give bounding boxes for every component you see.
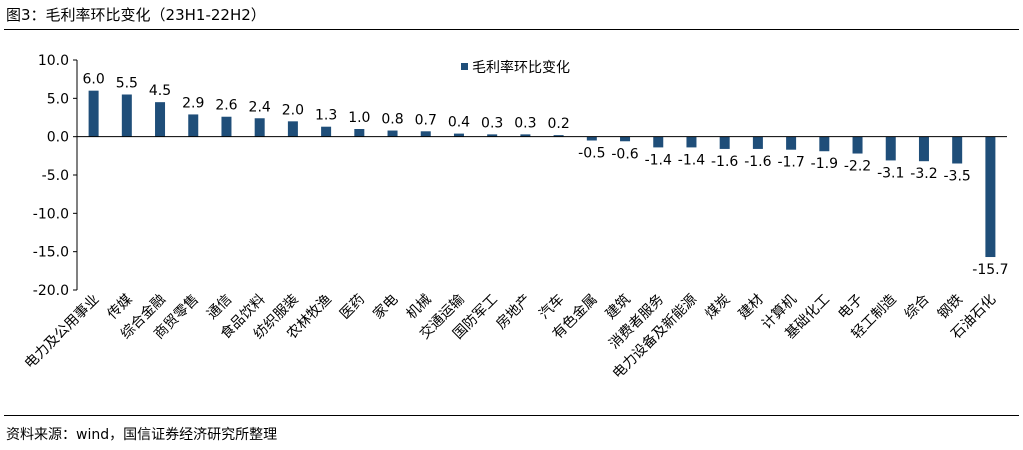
data-label: 0.7 bbox=[415, 112, 437, 128]
data-label: -3.1 bbox=[877, 165, 904, 181]
data-label: -3.2 bbox=[910, 166, 937, 182]
y-tick-label: -10.0 bbox=[33, 206, 69, 222]
bar bbox=[686, 136, 697, 148]
data-label: 0.3 bbox=[514, 115, 536, 131]
bar-chart: 10.0 5.0 0.0 -5.0 -10.0 -15.0 -20.0 6.0 5.5 4.5 2… bbox=[22, 53, 1009, 382]
y-tick-label: 10.0 bbox=[38, 53, 69, 69]
data-label: -2.2 bbox=[844, 159, 871, 175]
y-tick-label: -5.0 bbox=[42, 168, 69, 184]
source-note: 资料来源：wind，国信证券经济研究所整理 bbox=[6, 427, 278, 443]
data-label: 0.2 bbox=[547, 116, 569, 132]
y-tick-label: -20.0 bbox=[33, 283, 69, 299]
bar bbox=[520, 134, 531, 137]
bar bbox=[553, 135, 564, 137]
bar bbox=[188, 114, 199, 137]
data-label: -3.5 bbox=[944, 169, 971, 185]
bar bbox=[620, 136, 631, 142]
y-tick-label: 0.0 bbox=[47, 130, 69, 146]
bar bbox=[752, 136, 763, 149]
data-label: 2.9 bbox=[182, 95, 204, 111]
top-rule bbox=[4, 29, 1019, 30]
data-label: -1.6 bbox=[711, 154, 738, 170]
bar bbox=[287, 121, 298, 137]
data-label: -0.5 bbox=[578, 146, 605, 162]
bar bbox=[155, 102, 166, 137]
bar bbox=[88, 90, 99, 137]
bar bbox=[985, 136, 996, 258]
data-label: 2.0 bbox=[282, 102, 304, 118]
figure-title: 图3：毛利率环比变化（23H1-22H2） bbox=[6, 6, 266, 24]
bar bbox=[719, 136, 730, 149]
bar bbox=[918, 136, 929, 162]
legend-swatch bbox=[461, 63, 468, 70]
bar bbox=[387, 130, 398, 137]
bar bbox=[852, 136, 863, 154]
bar bbox=[586, 136, 597, 141]
data-label: -0.6 bbox=[611, 146, 638, 162]
bar bbox=[786, 136, 797, 150]
bar bbox=[254, 118, 265, 137]
data-label: -1.6 bbox=[744, 154, 771, 170]
value-labels: 6.0 5.5 4.5 2.9 2.6 2.4 2.0 1.3 1.0 0.8 0.7 0.4 0.3 0… bbox=[82, 72, 1008, 278]
bar bbox=[952, 136, 963, 164]
y-tick-label: 5.0 bbox=[47, 91, 69, 107]
bar bbox=[121, 94, 132, 137]
data-label: 5.5 bbox=[116, 76, 138, 92]
x-tick-label: 电力及公用事业 bbox=[22, 292, 103, 373]
bar bbox=[321, 126, 332, 137]
data-label: 4.5 bbox=[149, 83, 171, 99]
data-label: 0.3 bbox=[481, 115, 503, 131]
x-tick-label: 医药 bbox=[337, 292, 368, 323]
bar bbox=[354, 129, 365, 137]
data-label: 2.6 bbox=[215, 98, 237, 114]
bars bbox=[88, 90, 996, 258]
data-label: -1.7 bbox=[777, 155, 804, 171]
x-tick-label: 家电 bbox=[370, 291, 402, 323]
data-label: -1.4 bbox=[678, 152, 705, 168]
x-tick-label: 房地产 bbox=[493, 292, 534, 333]
bottom-rule bbox=[4, 415, 1019, 416]
data-label: 1.3 bbox=[315, 108, 337, 124]
data-label: -1.4 bbox=[645, 152, 672, 168]
legend-label: 毛利率环比变化 bbox=[472, 59, 570, 76]
bar bbox=[221, 116, 232, 137]
data-label: 1.0 bbox=[348, 110, 370, 126]
y-tick-label: -15.0 bbox=[33, 245, 69, 261]
bar bbox=[453, 133, 464, 137]
bar bbox=[487, 134, 498, 137]
x-tick-label: 综合 bbox=[902, 292, 933, 323]
data-label: -15.7 bbox=[972, 262, 1008, 278]
data-label: 0.4 bbox=[448, 115, 470, 131]
x-tick-label: 煤炭 bbox=[702, 292, 733, 323]
legend: 毛利率环比变化 bbox=[461, 59, 570, 76]
y-axis: 10.0 5.0 0.0 -5.0 -10.0 -15.0 -20.0 bbox=[33, 53, 78, 299]
bar bbox=[653, 136, 664, 148]
data-label: -1.9 bbox=[811, 156, 838, 172]
data-label: 2.4 bbox=[249, 99, 271, 115]
data-label: 0.8 bbox=[381, 112, 403, 128]
bar bbox=[819, 136, 830, 152]
bar bbox=[885, 136, 896, 161]
data-label: 6.0 bbox=[82, 72, 104, 88]
bar bbox=[420, 131, 431, 137]
